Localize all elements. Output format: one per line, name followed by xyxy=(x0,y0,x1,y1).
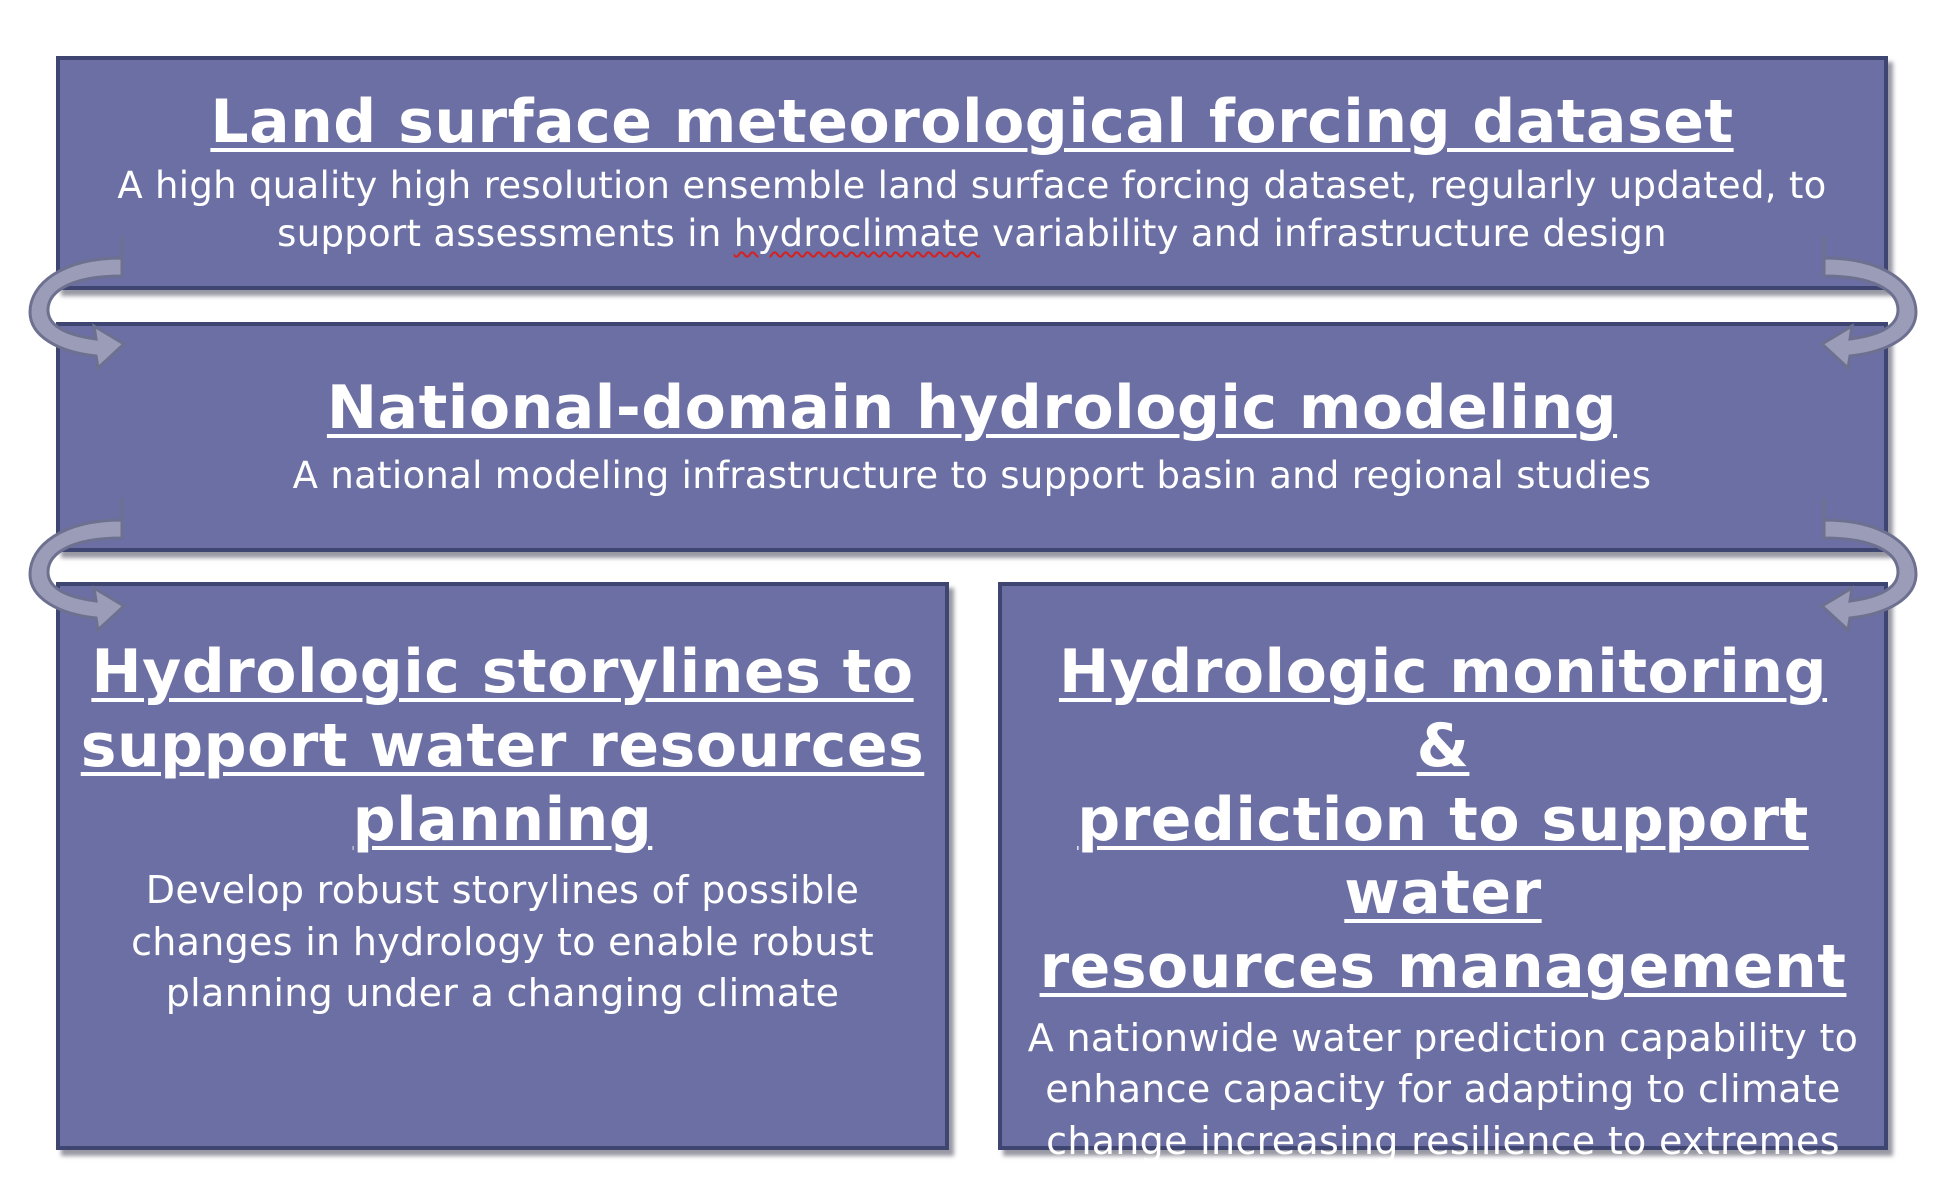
storylines-box: Hydrologic storylines to support water r… xyxy=(56,582,949,1150)
spellcheck-flagged-word: hydroclimate xyxy=(733,212,981,256)
monitoring-title: Hydrologic monitoring & prediction to su… xyxy=(1022,636,1864,1005)
forcing-desc-line1: A high quality high resolution ensemble … xyxy=(117,164,1827,208)
monitoring-desc-line1: A nationwide water prediction capability… xyxy=(1027,1015,1859,1060)
storylines-desc-line3: planning under a changing climate xyxy=(165,970,840,1015)
storylines-title: Hydrologic storylines to support water r… xyxy=(81,636,924,857)
storylines-desc-line1: Develop robust storylines of possible xyxy=(145,868,860,913)
forcing-dataset-box: Land surface meteorological forcing data… xyxy=(56,56,1888,290)
national-modeling-description: A national modeling infrastructure to su… xyxy=(292,454,1652,498)
forcing-desc-line2-end: variability and infrastructure design xyxy=(980,212,1667,256)
storylines-desc-line2: changes in hydrology to enable robust xyxy=(131,919,874,964)
forcing-dataset-description: A high quality high resolution ensemble … xyxy=(117,162,1826,258)
storylines-title-line2: support water resources xyxy=(80,710,925,781)
monitoring-desc-line2: enhance capacity for adapting to climate xyxy=(1045,1067,1841,1112)
monitoring-desc-line3: change increasing resilience to extremes xyxy=(1046,1118,1840,1163)
storylines-title-line3: planning xyxy=(352,784,653,855)
storylines-description: Develop robust storylines of possible ch… xyxy=(131,865,874,1019)
forcing-desc-line2-start: support assessments in xyxy=(277,212,734,256)
forcing-dataset-title: Land surface meteorological forcing data… xyxy=(210,86,1734,157)
monitoring-description: A nationwide water prediction capability… xyxy=(1028,1013,1858,1167)
monitoring-title-line1: Hydrologic monitoring & xyxy=(1058,637,1828,781)
monitoring-title-line2: prediction to support water xyxy=(1077,784,1809,929)
national-modeling-box: National-domain hydrologic modeling A na… xyxy=(56,322,1888,552)
national-modeling-title: National-domain hydrologic modeling xyxy=(326,372,1618,443)
storylines-title-line1: Hydrologic storylines to xyxy=(91,637,914,707)
monitoring-title-line3: resources management xyxy=(1039,932,1847,1003)
monitoring-box: Hydrologic monitoring & prediction to su… xyxy=(998,582,1888,1163)
